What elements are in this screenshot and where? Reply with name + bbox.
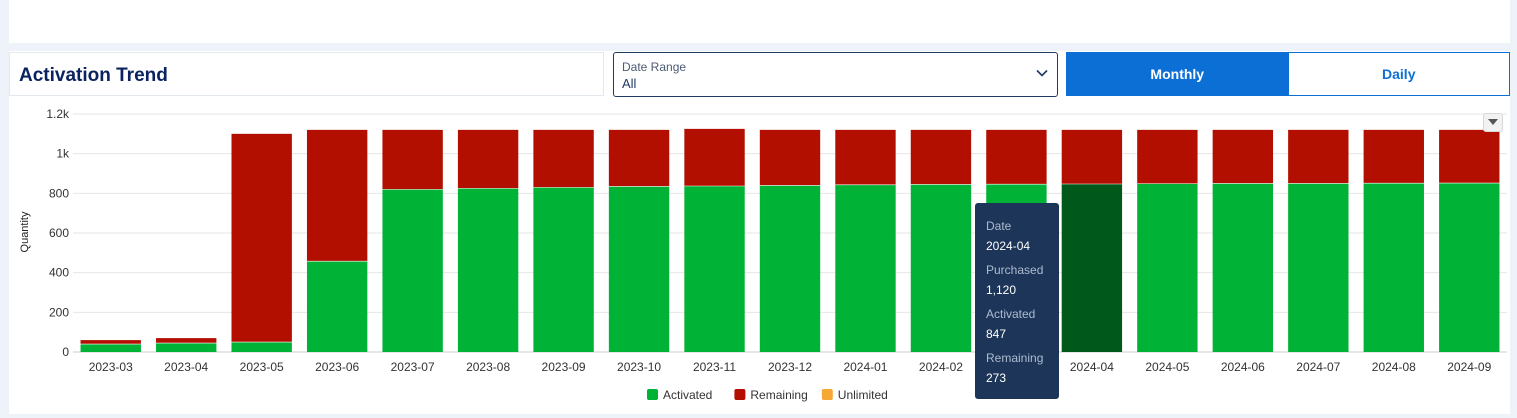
bar-activated[interactable] bbox=[1288, 183, 1349, 352]
date-range-value: All bbox=[622, 76, 637, 91]
legend-swatch bbox=[734, 389, 746, 400]
monthly-button[interactable]: Monthly bbox=[1067, 53, 1288, 95]
x-tick-label: 2024-01 bbox=[843, 360, 887, 374]
tooltip-purchased-label: Purchased bbox=[986, 263, 1044, 277]
bar-remaining[interactable] bbox=[306, 129, 368, 262]
bar-remaining[interactable] bbox=[910, 129, 972, 185]
bar-remaining[interactable] bbox=[608, 129, 670, 187]
x-tick-label: 2023-07 bbox=[391, 360, 435, 374]
daily-button[interactable]: Daily bbox=[1287, 53, 1509, 95]
page-title: Activation Trend bbox=[19, 65, 168, 86]
bar-remaining[interactable] bbox=[80, 340, 141, 345]
chevron-down-icon bbox=[1036, 69, 1048, 77]
triangle-down-icon bbox=[1488, 119, 1498, 125]
x-axis-ticks: 2023-03 2023-04 2023-05 2023-06 2023-07 2023-… bbox=[89, 360, 1492, 374]
bar-activated[interactable] bbox=[382, 189, 443, 352]
bar-activated[interactable] bbox=[306, 261, 368, 352]
bar-activated[interactable] bbox=[684, 185, 745, 352]
x-tick-label: 2023-05 bbox=[240, 360, 284, 374]
bar-remaining[interactable] bbox=[1288, 129, 1349, 184]
bar-activated[interactable] bbox=[835, 184, 896, 352]
bar-activated[interactable] bbox=[910, 184, 972, 352]
legend-item-unlimited[interactable]: Unlimited bbox=[821, 388, 888, 402]
date-range-label: Date Range bbox=[622, 60, 687, 74]
bar-activated[interactable] bbox=[608, 186, 670, 352]
bars bbox=[80, 128, 1500, 352]
bar-activated[interactable] bbox=[80, 344, 141, 352]
tooltip-activated-value: 847 bbox=[986, 327, 1007, 341]
x-tick-label: 2024-02 bbox=[919, 360, 963, 374]
bar-remaining[interactable] bbox=[156, 338, 217, 344]
bar-activated[interactable] bbox=[1061, 184, 1123, 352]
x-tick-label: 2024-08 bbox=[1372, 360, 1416, 374]
bar-activated[interactable] bbox=[1363, 183, 1424, 352]
x-tick-label: 2023-12 bbox=[768, 360, 812, 374]
tooltip-purchased-value: 1,120 bbox=[986, 283, 1017, 297]
bar-remaining[interactable] bbox=[1061, 129, 1123, 185]
bar-remaining[interactable] bbox=[382, 129, 443, 190]
x-tick-label: 2024-09 bbox=[1447, 360, 1491, 374]
top-panel bbox=[9, 0, 1510, 43]
tooltip-date-label: Date bbox=[986, 219, 1012, 233]
bar-remaining[interactable] bbox=[1363, 129, 1424, 184]
x-tick-label: 2024-05 bbox=[1145, 360, 1189, 374]
bar-remaining[interactable] bbox=[1137, 129, 1198, 184]
bar-activated[interactable] bbox=[231, 342, 292, 352]
legend-item-activated[interactable]: Activated bbox=[647, 388, 712, 402]
bar-remaining[interactable] bbox=[1439, 129, 1500, 184]
y-tick-label: 800 bbox=[49, 186, 69, 200]
bar-remaining[interactable] bbox=[986, 129, 1047, 185]
x-tick-label: 2023-06 bbox=[315, 360, 359, 374]
x-tick-label: 2023-11 bbox=[693, 360, 736, 374]
y-axis-label: Quantity bbox=[19, 211, 31, 252]
view-toggle: Monthly Daily bbox=[1066, 52, 1510, 96]
tooltip-remaining-label: Remaining bbox=[986, 351, 1044, 365]
bar-activated[interactable] bbox=[1137, 183, 1198, 352]
date-range-select[interactable]: Date Range All bbox=[613, 52, 1058, 97]
x-tick-label: 2024-04 bbox=[1070, 360, 1114, 374]
bar-remaining[interactable] bbox=[759, 129, 821, 186]
tooltip-date-value: 2024-04 bbox=[986, 239, 1031, 253]
y-tick-label: 1k bbox=[56, 147, 70, 161]
bar-activated[interactable] bbox=[533, 187, 594, 352]
y-tick-label: 600 bbox=[49, 226, 69, 240]
x-tick-label: 2023-09 bbox=[542, 360, 586, 374]
bar-remaining[interactable] bbox=[835, 129, 896, 185]
x-tick-label: 2024-06 bbox=[1221, 360, 1265, 374]
legend-label: Activated bbox=[663, 388, 712, 402]
bar-remaining[interactable] bbox=[1212, 129, 1274, 184]
legend-label: Unlimited bbox=[838, 388, 888, 402]
x-tick-label: 2023-10 bbox=[617, 360, 661, 374]
bar-activated[interactable] bbox=[1439, 183, 1500, 352]
bar-activated[interactable] bbox=[1212, 183, 1274, 352]
bar-activated[interactable] bbox=[156, 343, 217, 352]
bar-activated[interactable] bbox=[759, 185, 821, 352]
bar-activated[interactable] bbox=[457, 188, 519, 352]
bar-remaining[interactable] bbox=[533, 129, 594, 188]
x-tick-label: 2023-08 bbox=[466, 360, 510, 374]
y-tick-label: 400 bbox=[49, 266, 69, 280]
tooltip-activated-label: Activated bbox=[986, 307, 1036, 321]
legend-label: Remaining bbox=[750, 388, 807, 402]
y-tick-label: 0 bbox=[62, 345, 69, 359]
bar-remaining[interactable] bbox=[684, 128, 745, 186]
legend-swatch bbox=[821, 389, 833, 400]
legend-item-remaining[interactable]: Remaining bbox=[734, 388, 808, 402]
legend-swatch bbox=[647, 389, 658, 400]
bar-remaining[interactable] bbox=[231, 133, 292, 343]
y-axis-ticks: 0 200 400 600 800 1k 1.2k bbox=[46, 107, 70, 359]
y-tick-label: 1.2k bbox=[46, 107, 70, 121]
y-tick-label: 200 bbox=[49, 305, 69, 319]
legend: Activated Remaining Unlimited bbox=[647, 388, 888, 402]
title-box: Activation Trend bbox=[9, 52, 604, 96]
chart-menu-button[interactable] bbox=[1483, 113, 1503, 132]
x-tick-label: 2023-04 bbox=[164, 360, 208, 374]
tooltip-remaining-value: 273 bbox=[986, 371, 1007, 385]
x-tick-label: 2023-03 bbox=[89, 360, 133, 374]
chart-tooltip: Date 2024-04 Purchased 1,120 Activated 8… bbox=[975, 203, 1059, 399]
bar-remaining[interactable] bbox=[457, 129, 519, 189]
x-tick-label: 2024-07 bbox=[1296, 360, 1340, 374]
